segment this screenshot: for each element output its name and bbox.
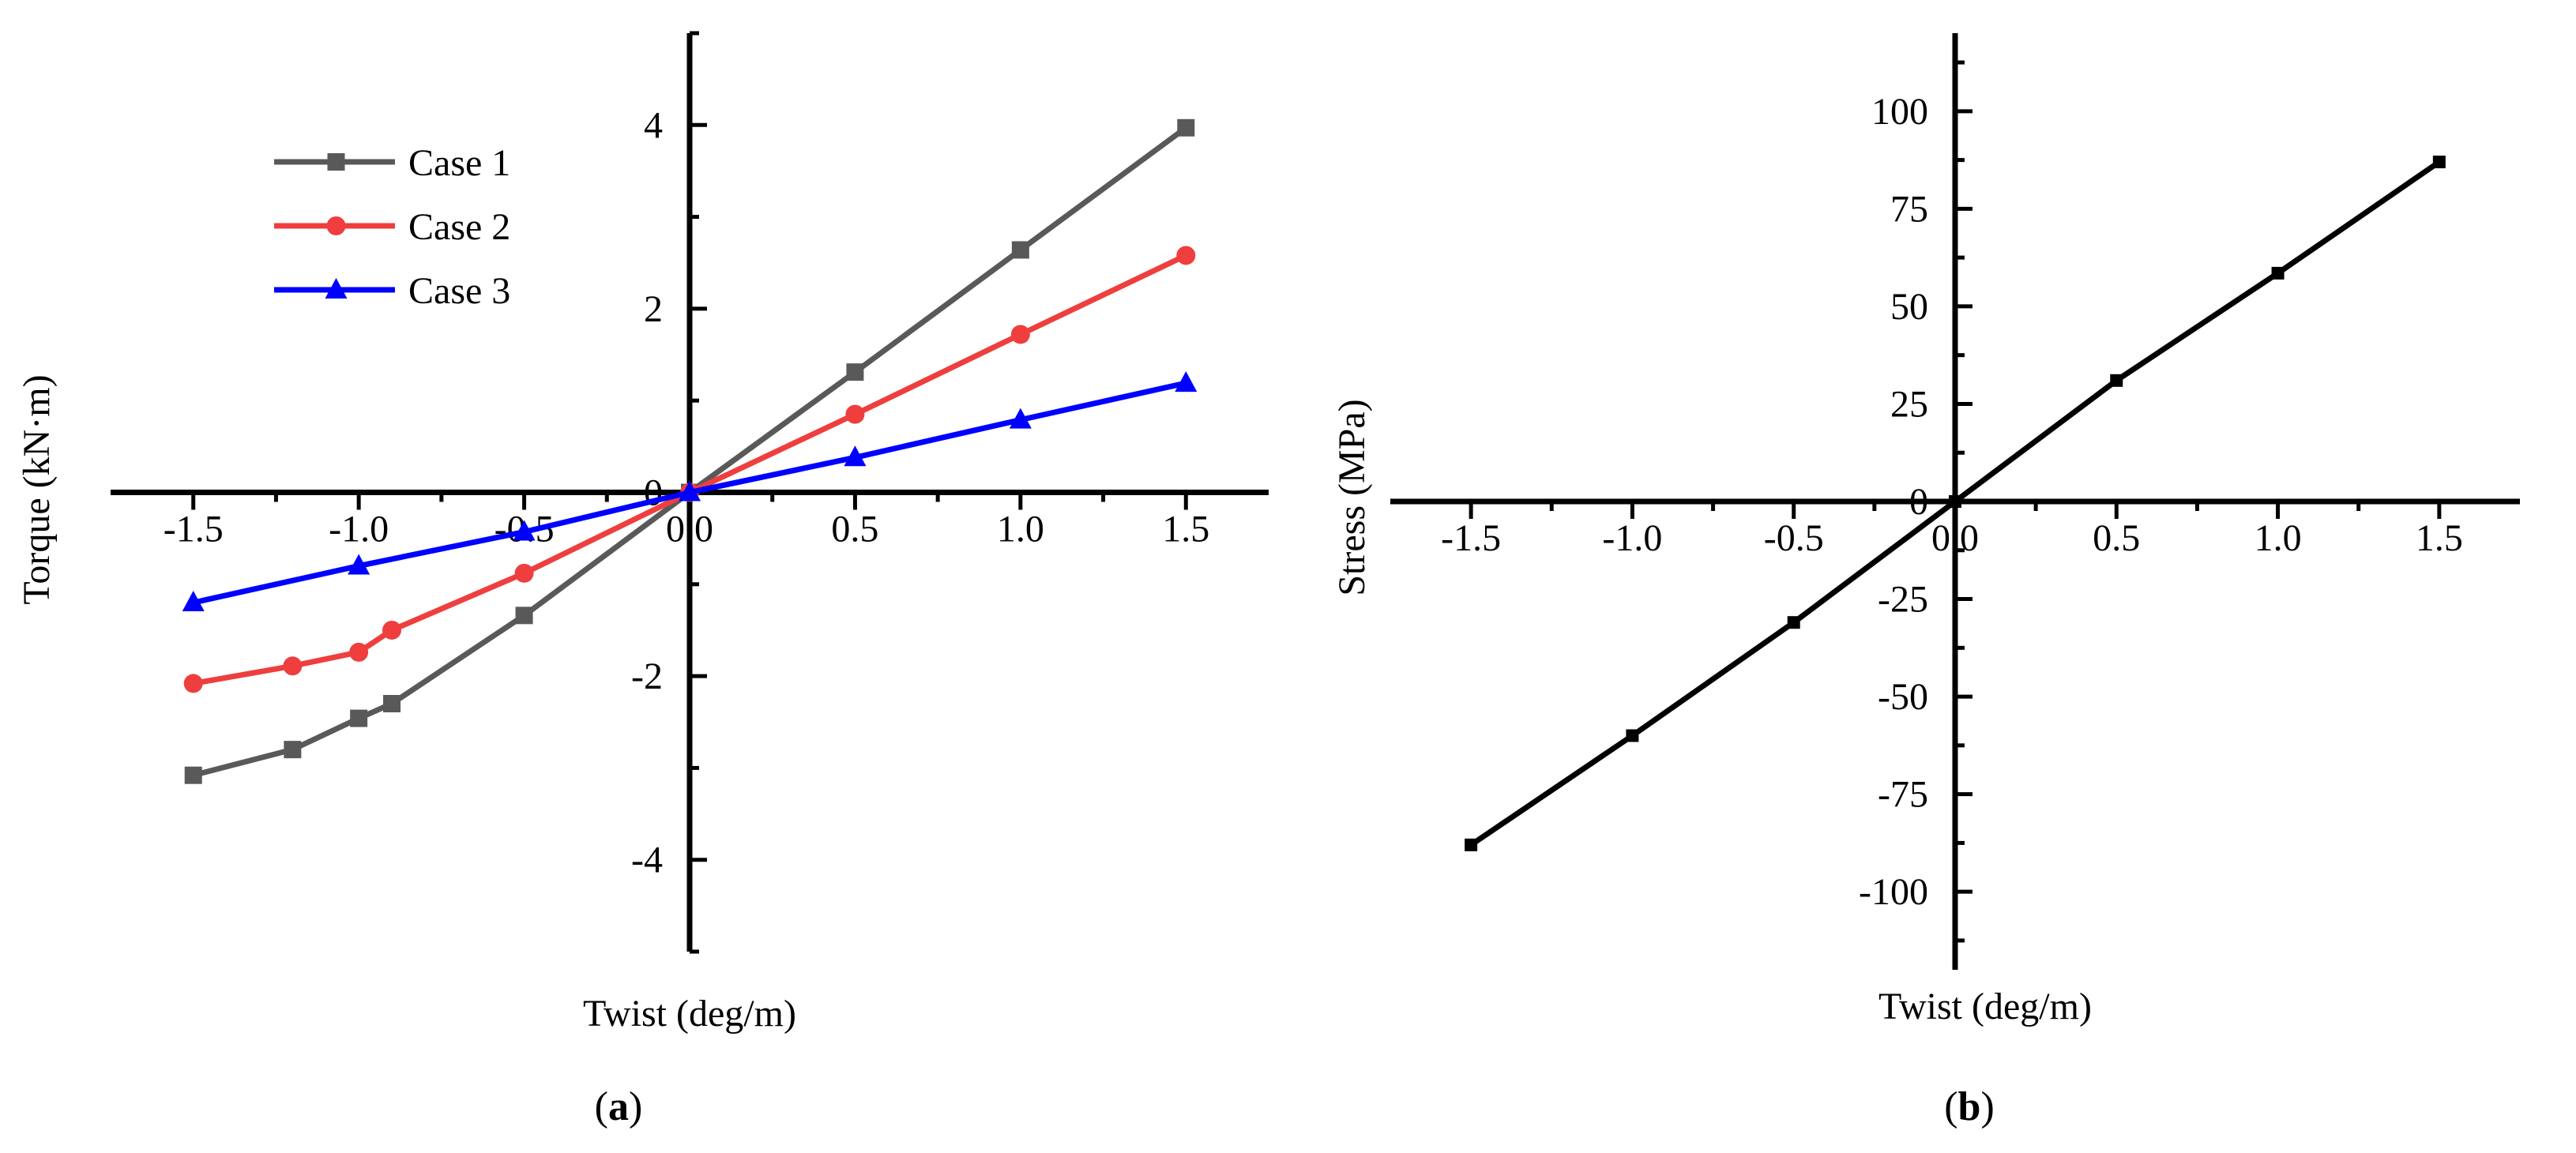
chart-b-y-tick-label: -75 [1878,774,1928,816]
chart-b-data-point [1949,495,1961,508]
chart-b-panel-label: (b) [1944,1084,1995,1129]
chart-a-data-point [679,480,701,501]
chart-a-data-point [515,607,533,625]
legend-marker [326,216,346,235]
chart-a-data-point [184,766,202,784]
chart-b-panel-label-open: ( [1944,1084,1957,1129]
chart-a-panel-label-open: ( [595,1084,608,1129]
chart-a-data-point [514,563,534,583]
chart-a-x-tick-label: 1.5 [1162,509,1209,550]
chart-b-y-tick-label: 25 [1890,383,1928,425]
legend-item-2: Case 2 [274,206,510,248]
chart-a-data-point [350,709,368,727]
chart-b-data-point [2271,266,2285,280]
chart-a-ylabel: Torque (kN·m) [16,374,58,604]
chart-b-xlabel: Twist (deg/m) [1878,986,2092,1027]
chart-a-data-point [844,445,867,467]
chart-a-y-tick-label: -4 [631,839,663,881]
chart-a-data-point [283,656,303,676]
chart-a-x-tick-label: 0.0 [666,509,713,550]
chart-b-data-point [1626,729,1639,742]
chart-a-panel-label-letter: a [608,1084,629,1129]
chart-b-data-point [2110,374,2123,387]
chart-b-ylabel: Stress (MPa) [1331,399,1373,595]
legend-marker [325,278,348,299]
chart-a-data-point [1011,241,1029,259]
chart-a-data-point [513,520,536,541]
chart-b-series-1 [1465,156,2446,851]
chart-b-series [1465,156,2446,851]
chart-b-y-tick-label: -25 [1878,579,1928,621]
chart-a-data-point [1176,246,1196,265]
chart-b-y-tick-label: 0 [1909,481,1928,523]
chart-a-data-point [182,591,205,612]
chart-a-xlabel: Twist (deg/m) [583,993,796,1035]
legend-item-3: Case 3 [274,270,510,312]
chart-a-data-point [183,674,203,693]
chart-b-y-tick-label: 100 [1871,91,1928,133]
chart-a-x-tick-label: -1.5 [164,509,224,550]
chart-b-panel-label-letter: b [1958,1084,1981,1129]
chart-b-data-point [1787,616,1800,629]
chart-b-x-tick-label: 1.5 [2416,517,2463,559]
legend-label: Case 3 [408,270,510,312]
chart-b-panel-label-close: ) [1980,1084,1994,1129]
chart-a-data-point [349,642,369,662]
chart-b-x-tick-label: 0.0 [1931,517,1979,559]
chart-a-data-point [382,620,402,640]
chart-a-y-tick-label: 2 [644,288,663,330]
chart-a-x-tick-label: 1.0 [997,509,1044,550]
chart-b-x-tick-label: 1.0 [2254,517,2302,559]
chart-a-data-point [383,694,401,712]
chart-b-x-tick-label: -1.5 [1441,517,1501,559]
legend-marker [327,153,345,171]
chart-a-data-point [348,554,370,575]
chart-a-x-tick-label: -1.0 [329,509,389,550]
chart-a-data-point [1009,407,1032,429]
chart-b-x-tick-label: -1.0 [1602,517,1662,559]
chart-b-x-tick-label: -0.5 [1764,517,1824,559]
chart-a-legend: Case 1 Case 2 Case 3 [274,142,510,312]
chart-b-y-tick-label: -100 [1859,871,1928,913]
chart-b-ticks: -1.5 -1.0 -0.5 0.0 0.5 1.0 1.5 -100 -75 -50 -25 0 25… [1441,60,2463,943]
chart-a-data-point [1175,371,1198,392]
chart-b-y-tick-label: 75 [1890,188,1928,230]
chart-a-data-point [846,363,864,381]
chart-b-y-tick-label: -50 [1878,676,1928,718]
chart-a-panel-label-close: ) [629,1084,642,1129]
chart-a-data-point [284,741,302,759]
chart-b-data-point [1465,838,1478,851]
chart-b-y-tick-label: 50 [1890,286,1928,328]
legend-item-1: Case 1 [274,142,510,184]
chart-a-panel-label: (a) [595,1084,643,1129]
chart-a-x-tick-label: 0.5 [831,509,878,550]
chart-b-x-tick-label: 0.5 [2093,517,2140,559]
chart-a-series [182,118,1198,784]
chart-a-data-point [1010,325,1030,344]
chart-a-y-tick-label: 4 [644,104,663,146]
chart-b: -1.5 -1.0 -0.5 0.0 0.5 1.0 1.5 -100 -75 -50 -25 0 25… [1331,33,2520,1129]
chart-a-y-tick-label: -2 [631,655,663,697]
chart-a-data-point [845,404,865,424]
chart-a-series-3 [182,371,1198,612]
legend-label: Case 2 [408,206,510,248]
chart-a-data-point [1177,118,1195,137]
legend-label: Case 1 [408,142,510,184]
chart-b-data-point [2432,156,2446,169]
